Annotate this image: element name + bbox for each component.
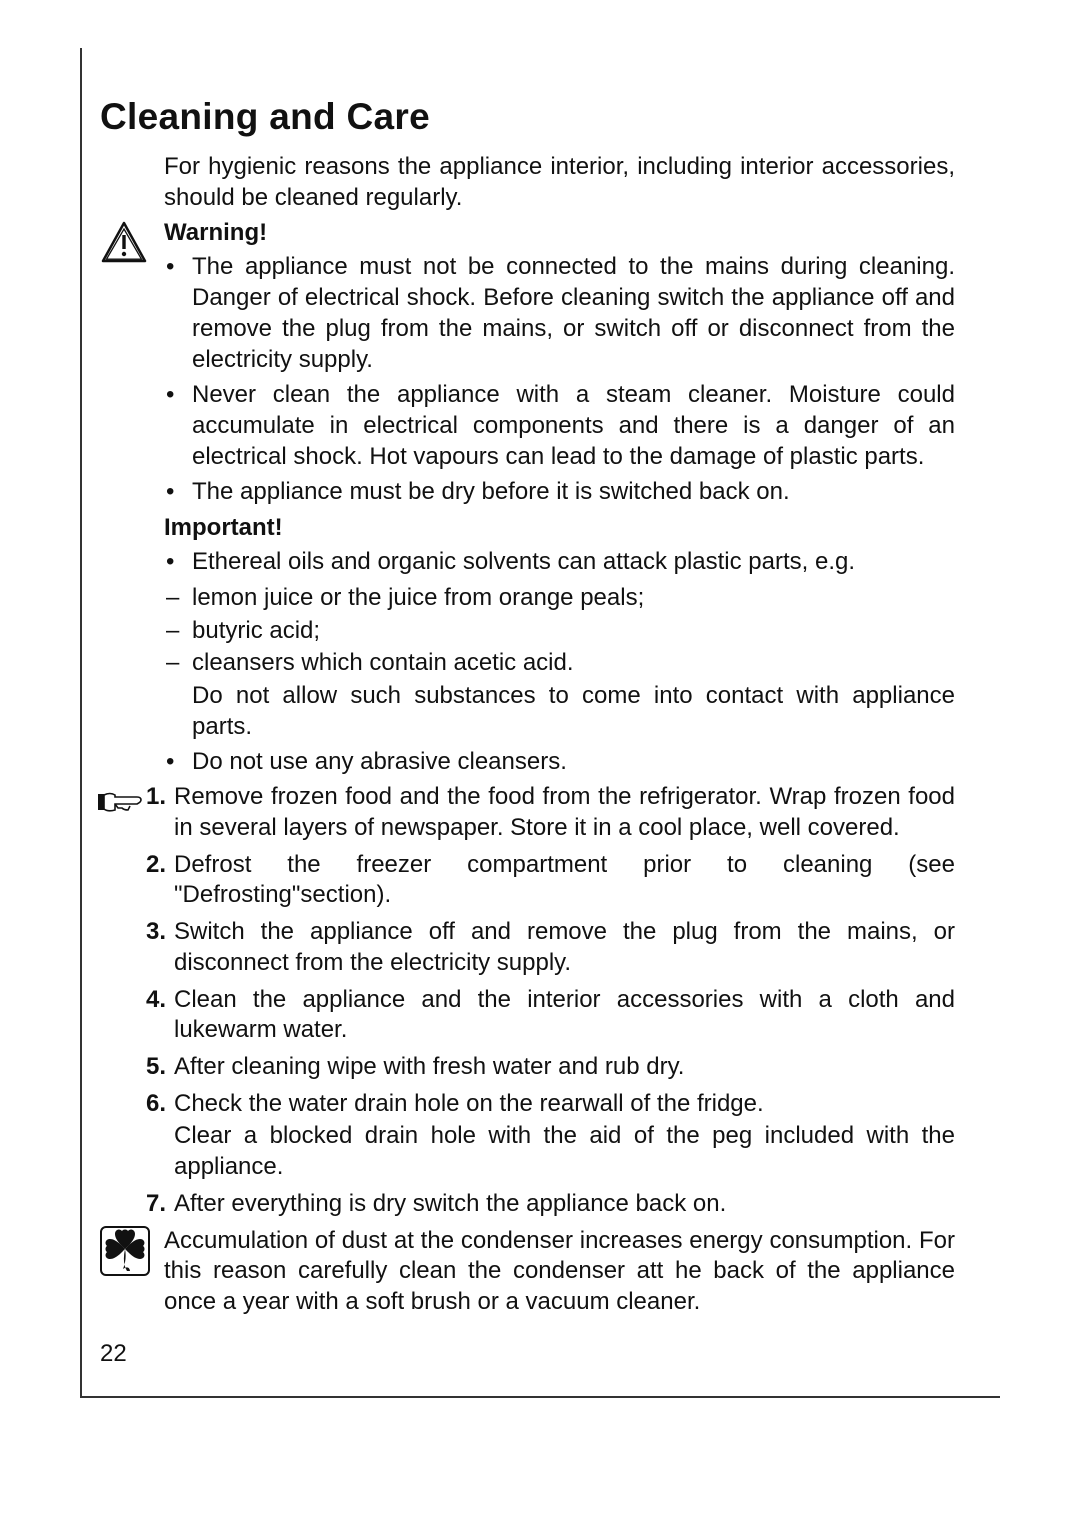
step-number: 2.	[146, 850, 166, 881]
step-item: 4. Clean the appliance and the interior a…	[146, 985, 955, 1046]
step-text: Defrost the freezer compartment prior to…	[174, 851, 955, 909]
warning-block: Warning! The appliance must not be conne…	[100, 219, 955, 508]
step-extra-text: Clear a blocked drain hole with the aid …	[174, 1121, 955, 1182]
important-dash: butyric acid;	[164, 616, 955, 647]
warning-bullet: The appliance must not be connected to t…	[164, 252, 955, 375]
step-text: Switch the appliance off and remove the …	[174, 918, 955, 976]
important-bullet-list: Ethereal oils and organic solvents can a…	[164, 547, 955, 578]
page-border: Cleaning and Care For hygienic reasons t…	[80, 48, 1000, 1398]
pointing-hand-icon	[98, 786, 143, 818]
warning-bullet-list: The appliance must not be connected to t…	[164, 252, 955, 508]
step-number: 4.	[146, 985, 166, 1016]
important-dash: cleansers which contain acetic acid.	[164, 648, 955, 679]
step-item: 1. Remove frozen food and the food from t…	[146, 782, 955, 843]
step-item: 7. After everything is dry switch the app…	[146, 1189, 955, 1220]
step-text: After cleaning wipe with fresh water and…	[174, 1053, 684, 1080]
step-text: After everything is dry switch the appli…	[174, 1190, 726, 1217]
warning-label: Warning!	[164, 219, 955, 247]
section-title: Cleaning and Care	[100, 96, 955, 138]
important-sub-text: Do not allow such substances to come int…	[192, 681, 955, 742]
step-text: Remove frozen food and the food from the…	[174, 783, 955, 841]
warning-bullet: The appliance must be dry before it is s…	[164, 477, 955, 508]
procedure-block: 1. Remove frozen food and the food from t…	[100, 782, 955, 1219]
step-number: 1.	[146, 782, 166, 813]
step-list: 1. Remove frozen food and the food from t…	[146, 782, 955, 1219]
step-number: 6.	[146, 1089, 166, 1120]
eco-text: Accumulation of dust at the condenser in…	[164, 1226, 955, 1318]
step-text: Clean the appliance and the interior acc…	[174, 986, 955, 1044]
step-text: Check the water drain hole on the rearwa…	[174, 1090, 764, 1117]
page-content: Cleaning and Care For hygienic reasons t…	[82, 48, 1000, 1348]
important-dash-list: lemon juice or the juice from orange pea…	[164, 583, 955, 679]
step-number: 5.	[146, 1052, 166, 1083]
intro-paragraph: For hygienic reasons the appliance inter…	[164, 152, 955, 213]
page-number: 22	[100, 1340, 127, 1368]
step-number: 7.	[146, 1189, 166, 1220]
step-item: 3. Switch the appliance off and remove th…	[146, 917, 955, 978]
important-dash: lemon juice or the juice from orange pea…	[164, 583, 955, 614]
eco-block: Accumulation of dust at the condenser in…	[100, 1226, 955, 1318]
important-bullet: Do not use any abrasive cleansers.	[164, 747, 955, 778]
step-item: 5. After cleaning wipe with fresh water a…	[146, 1052, 955, 1083]
warning-triangle-icon	[100, 221, 148, 263]
warning-bullet: Never clean the appliance with a steam c…	[164, 380, 955, 472]
important-label: Important!	[164, 514, 955, 542]
step-item: 6. Check the water drain hole on the rear…	[146, 1089, 955, 1183]
important-bullet: Ethereal oils and organic solvents can a…	[164, 547, 955, 578]
step-number: 3.	[146, 917, 166, 948]
clover-icon	[100, 1226, 150, 1276]
step-item: 2. Defrost the freezer compartment prior …	[146, 850, 955, 911]
important-bullet-list-2: Do not use any abrasive cleansers.	[164, 747, 955, 778]
